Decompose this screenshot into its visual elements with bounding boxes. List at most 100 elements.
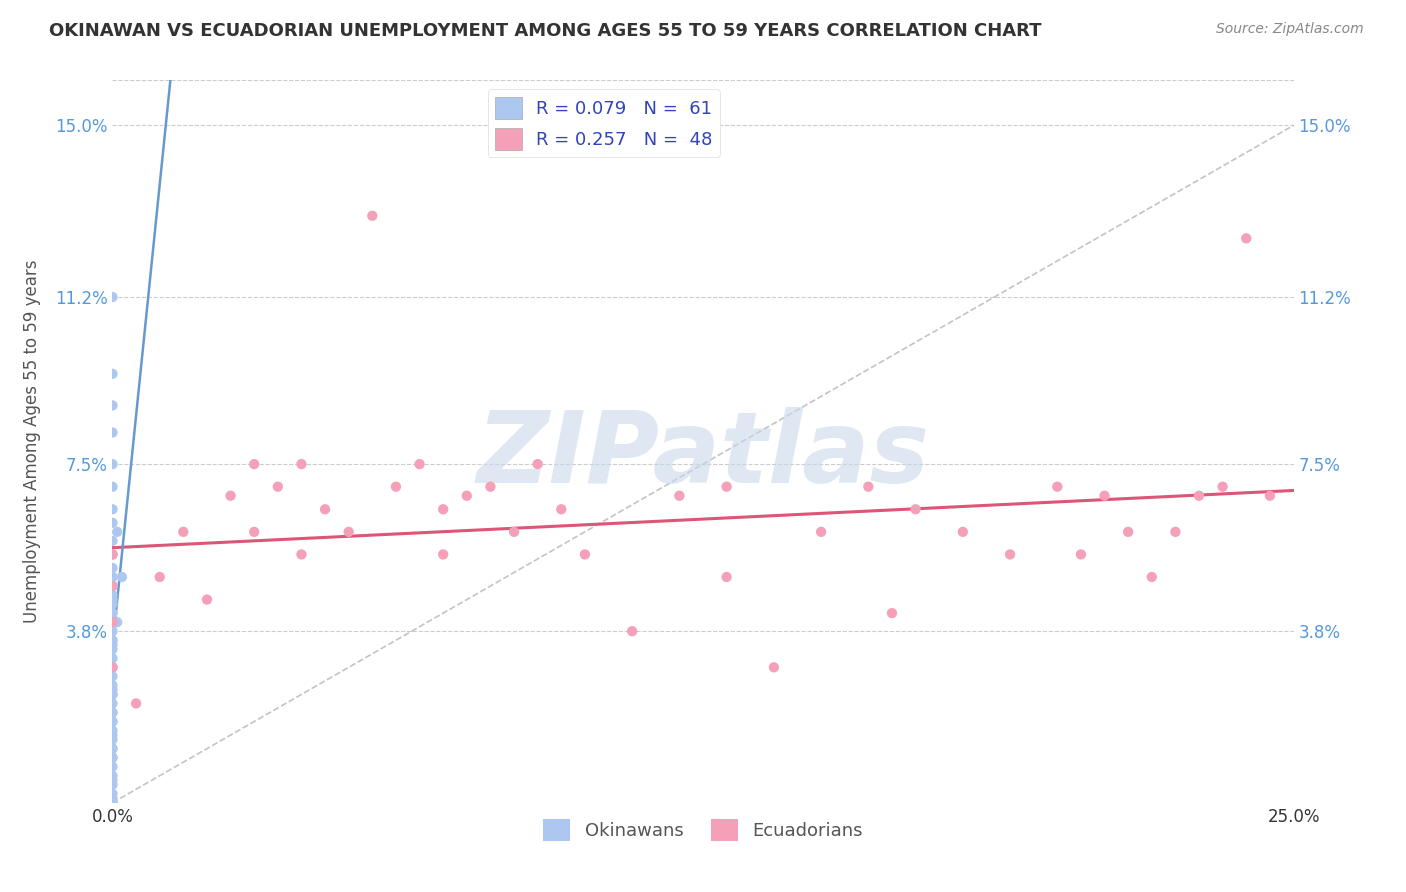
Point	[149, 570, 172, 584]
Point	[1212, 480, 1234, 494]
Point	[101, 633, 124, 648]
Point	[101, 570, 124, 584]
Point	[125, 697, 148, 711]
Point	[101, 660, 124, 674]
Point	[101, 588, 124, 602]
Point	[101, 682, 124, 697]
Point	[385, 480, 408, 494]
Point	[361, 209, 384, 223]
Point	[101, 669, 124, 683]
Point	[172, 524, 194, 539]
Point	[101, 502, 124, 516]
Point	[1258, 489, 1281, 503]
Point	[337, 524, 360, 539]
Point	[101, 796, 124, 810]
Text: ZIPatlas: ZIPatlas	[477, 408, 929, 505]
Point	[101, 728, 124, 742]
Point	[314, 502, 336, 516]
Point	[101, 638, 124, 652]
Point	[290, 457, 312, 471]
Point	[101, 660, 124, 674]
Point	[101, 548, 124, 562]
Point	[101, 741, 124, 756]
Point	[101, 592, 124, 607]
Point	[432, 502, 454, 516]
Point	[810, 524, 832, 539]
Point	[1070, 548, 1092, 562]
Point	[101, 624, 124, 639]
Point	[101, 787, 124, 801]
Point	[101, 706, 124, 720]
Point	[1094, 489, 1116, 503]
Point	[101, 548, 124, 562]
Point	[621, 624, 644, 639]
Y-axis label: Unemployment Among Ages 55 to 59 years: Unemployment Among Ages 55 to 59 years	[22, 260, 41, 624]
Point	[101, 678, 124, 692]
Point	[101, 796, 124, 810]
Point	[101, 606, 124, 620]
Point	[101, 660, 124, 674]
Point	[101, 579, 124, 593]
Point	[101, 579, 124, 593]
Point	[101, 687, 124, 701]
Point	[101, 480, 124, 494]
Text: OKINAWAN VS ECUADORIAN UNEMPLOYMENT AMONG AGES 55 TO 59 YEARS CORRELATION CHART: OKINAWAN VS ECUADORIAN UNEMPLOYMENT AMON…	[49, 22, 1042, 40]
Point	[716, 480, 738, 494]
Point	[408, 457, 430, 471]
Point	[101, 367, 124, 381]
Point	[101, 516, 124, 530]
Point	[101, 750, 124, 764]
Point	[101, 778, 124, 792]
Point	[101, 457, 124, 471]
Point	[101, 796, 124, 810]
Point	[101, 606, 124, 620]
Point	[243, 524, 266, 539]
Point	[101, 714, 124, 729]
Point	[105, 524, 128, 539]
Point	[101, 773, 124, 788]
Point	[101, 687, 124, 701]
Point	[101, 290, 124, 304]
Point	[904, 502, 927, 516]
Point	[101, 615, 124, 630]
Point	[1116, 524, 1139, 539]
Point	[101, 791, 124, 805]
Point	[479, 480, 502, 494]
Point	[101, 642, 124, 657]
Point	[1046, 480, 1069, 494]
Point	[668, 489, 690, 503]
Point	[101, 741, 124, 756]
Legend: Okinawans, Ecuadorians: Okinawans, Ecuadorians	[536, 812, 870, 848]
Point	[101, 615, 124, 630]
Point	[101, 425, 124, 440]
Point	[716, 570, 738, 584]
Point	[101, 597, 124, 611]
Point	[1188, 489, 1211, 503]
Point	[290, 548, 312, 562]
Point	[1234, 231, 1257, 245]
Point	[101, 398, 124, 412]
Point	[267, 480, 290, 494]
Point	[1140, 570, 1163, 584]
Point	[762, 660, 785, 674]
Point	[101, 570, 124, 584]
Point	[456, 489, 478, 503]
Point	[101, 660, 124, 674]
Point	[101, 579, 124, 593]
Point	[574, 548, 596, 562]
Point	[503, 524, 526, 539]
Point	[219, 489, 242, 503]
Point	[998, 548, 1021, 562]
Point	[101, 548, 124, 562]
Point	[526, 457, 548, 471]
Point	[195, 592, 218, 607]
Point	[105, 615, 128, 630]
Point	[101, 750, 124, 764]
Point	[101, 651, 124, 665]
Point	[101, 760, 124, 774]
Point	[858, 480, 880, 494]
Point	[101, 533, 124, 548]
Point	[101, 769, 124, 783]
Point	[880, 606, 903, 620]
Point	[101, 697, 124, 711]
